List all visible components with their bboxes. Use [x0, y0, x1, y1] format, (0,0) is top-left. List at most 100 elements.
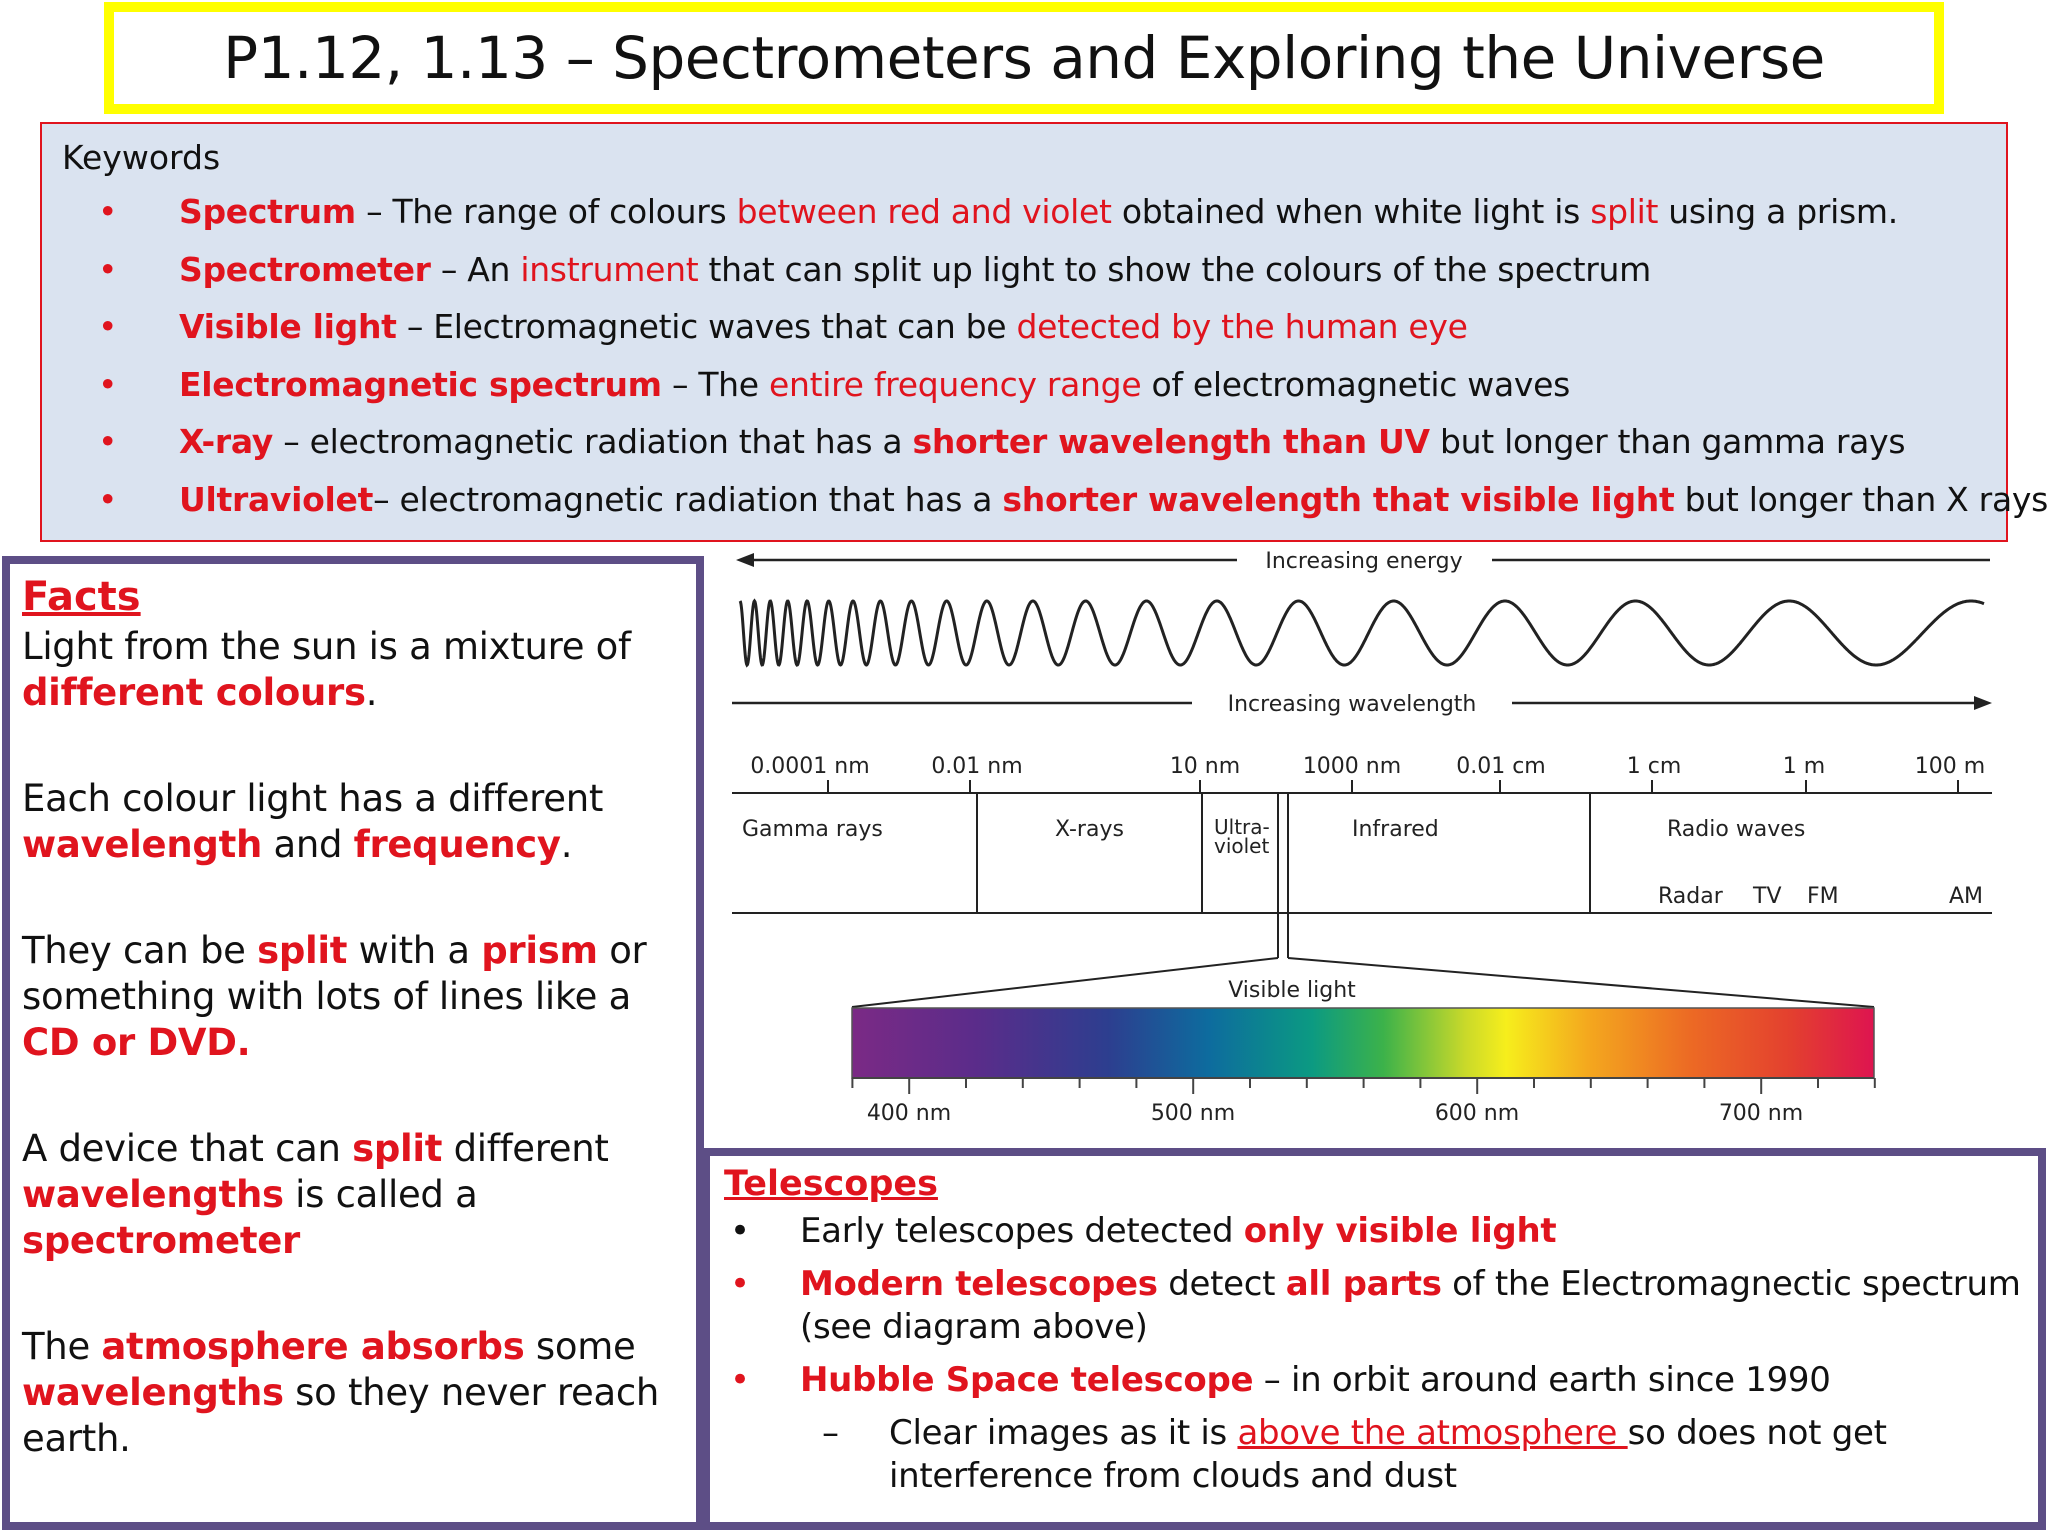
fact-highlight: atmosphere absorbs	[101, 1325, 525, 1368]
keyword-term: Spectrum	[179, 192, 356, 231]
keyword-text: – An	[430, 249, 521, 289]
keyword-spectrometer: • Spectrometer – An instrument that can s…	[62, 241, 1986, 299]
keyword-term: Spectrometer	[179, 249, 431, 289]
keyword-term: Visible light	[179, 307, 397, 346]
fact-highlight: prism	[481, 929, 598, 972]
keyword-highlight: shorter wavelength that visible light	[1002, 479, 1675, 519]
fact-text: A device that can	[22, 1127, 353, 1170]
telescope-text: so does not get interference from clouds…	[889, 1413, 1887, 1496]
fact-text: or something with lots of lines like a	[22, 929, 647, 1018]
dash-icon: –	[822, 1413, 839, 1453]
fact-text: The	[22, 1325, 102, 1368]
keyword-text: – The range of colours	[355, 192, 737, 231]
fact-highlight: CD or DVD.	[22, 1021, 251, 1064]
fact-highlight: wavelength	[22, 823, 262, 866]
facts-panel: Facts Light from the sun is a mixture of…	[2, 556, 704, 1530]
fact-text: Each colour light has a different	[22, 777, 604, 820]
visible-ticks	[851, 1078, 1876, 1094]
telescope-highlight: all parts	[1285, 1264, 1442, 1304]
bullet-icon: •	[98, 249, 118, 289]
fact-highlight: split	[257, 929, 348, 972]
scale-label: 0.01 cm	[1456, 754, 1546, 779]
fact-text: and	[262, 823, 354, 866]
telescope-hubble-detail: – Clear images as it is above the atmosph…	[724, 1412, 2024, 1498]
telescope-highlight: Hubble Space telescope	[800, 1360, 1254, 1400]
telescope-early: • Early telescopes detected only visible …	[724, 1210, 2024, 1253]
band-uv: Ultra-	[1214, 815, 1270, 839]
keyword-ultraviolet: • Ultraviolet– electromagnetic radiation …	[62, 471, 2048, 529]
keyword-highlight: entire frequency range	[769, 364, 1142, 404]
fact-text: different	[442, 1127, 609, 1170]
fact-highlight: split	[352, 1127, 443, 1170]
keyword-highlight: shorter wavelength than UV	[912, 422, 1431, 461]
bullet-icon: •	[98, 479, 118, 519]
em-spectrum-diagram: Increasing energy Increasing wavelength …	[732, 549, 1992, 1126]
fact-highlight: wavelengths	[22, 1371, 284, 1414]
bullet-icon: •	[98, 192, 118, 231]
keyword-text: of electromagnetic waves	[1141, 364, 1571, 404]
telescopes-heading: Telescopes	[724, 1164, 938, 1204]
keywords-heading: Keywords	[62, 138, 221, 177]
bullet-icon: •	[98, 307, 118, 346]
fact-spectrometer: A device that can split different wavele…	[22, 1126, 696, 1264]
keyword-spectrum: • Spectrum – The range of colours between…	[62, 183, 1986, 241]
visible-spectrum-bar	[851, 1007, 1875, 1079]
keyword-text: but longer than gamma rays	[1429, 422, 1906, 461]
telescopes-list: • Early telescopes detected only visible …	[724, 1210, 2024, 1498]
visible-scale-label: 700 nm	[1719, 1101, 1803, 1126]
keyword-text: obtained when white light is	[1111, 192, 1591, 231]
telescope-modern: • Modern telescopes detect all parts of t…	[724, 1263, 2024, 1349]
band-infrared: Infrared	[1352, 817, 1439, 842]
keyword-term: X-ray	[179, 422, 273, 461]
keywords-list: • Spectrum – The range of colours between…	[62, 183, 2048, 529]
wavelength-arrow-head	[1974, 696, 1992, 710]
wave-path	[738, 598, 1985, 668]
keyword-text: that can split up light to show the colo…	[698, 249, 1652, 289]
keyword-highlight: between red and violet	[736, 192, 1112, 231]
bullet-icon: •	[98, 422, 118, 461]
fact-text: .	[560, 823, 573, 866]
fact-text: .	[365, 671, 378, 714]
scale-label: 100 m	[1915, 754, 1985, 779]
energy-label: Increasing energy	[1265, 549, 1462, 574]
visible-scale-label: 600 nm	[1435, 1101, 1519, 1126]
fact-sun-light: Light from the sun is a mixture of diffe…	[22, 624, 696, 716]
fact-highlight: wavelengths	[22, 1173, 284, 1216]
bullet-icon: •	[730, 1264, 750, 1304]
telescopes-panel: Telescopes • Early telescopes detected on…	[702, 1148, 2046, 1530]
visible-scale-label: 400 nm	[867, 1101, 951, 1126]
page-title: P1.12, 1.13 – Spectrometers and Explorin…	[223, 24, 1825, 92]
facts-heading: Facts	[22, 574, 141, 620]
fact-text: They can be	[22, 929, 258, 972]
fact-wavelength: Each colour light has a different wavele…	[22, 776, 696, 868]
fact-text: some	[524, 1325, 636, 1368]
band-gamma: Gamma rays	[742, 817, 883, 842]
keyword-text: – Electromagnetic waves that can be	[396, 307, 1017, 346]
fact-text: with a	[347, 929, 482, 972]
fact-highlight: spectrometer	[22, 1219, 300, 1262]
keyword-term: Ultraviolet	[179, 479, 374, 519]
telescope-text: Early telescopes detected	[800, 1211, 1244, 1251]
scale-label: 1 m	[1783, 754, 1825, 779]
fact-highlight: frequency	[353, 823, 561, 866]
band-xray: X-rays	[1055, 817, 1124, 842]
keyword-text: using a prism.	[1658, 192, 1898, 231]
keyword-text: – electromagnetic radiation that has a	[373, 479, 1003, 519]
bullet-icon: •	[730, 1211, 750, 1251]
scale-label: 1 cm	[1627, 754, 1682, 779]
radio-sub-label: Radar	[1658, 884, 1724, 909]
band-uv: violet	[1214, 834, 1269, 858]
telescope-text: – in orbit around earth since 1990	[1253, 1360, 1831, 1400]
scale-label: 0.0001 nm	[750, 754, 869, 779]
fact-text: Light from the sun is a mixture of	[22, 625, 631, 668]
telescope-hubble: • Hubble Space telescope – in orbit aroun…	[724, 1359, 2024, 1402]
keyword-em-spectrum: • Electromagnetic spectrum – The entire f…	[62, 356, 1986, 414]
keyword-visible-light: • Visible light – Electromagnetic waves t…	[62, 298, 1986, 356]
keyword-text: – The	[661, 364, 769, 404]
scale-label: 10 nm	[1170, 754, 1240, 779]
zoom-line	[851, 957, 1279, 1008]
bullet-icon: •	[98, 364, 118, 404]
radio-sub-label: AM	[1949, 884, 1983, 909]
visible-scale-label: 500 nm	[1151, 1101, 1235, 1126]
telescope-highlight: above the atmosphere	[1237, 1413, 1628, 1453]
